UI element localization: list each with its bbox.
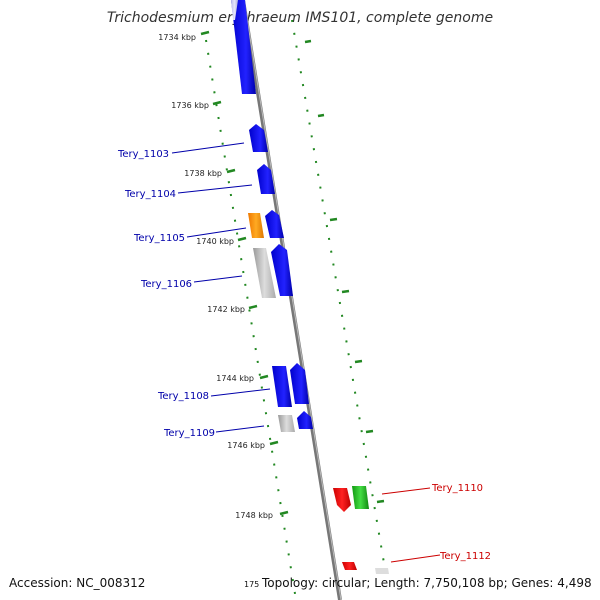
gene-feature-tery-1103[interactable] — [249, 124, 268, 152]
gene-label-tery-1105[interactable]: Tery_1105 — [133, 233, 185, 244]
gene-label-tery-1110[interactable]: Tery_1110 — [431, 483, 483, 494]
gene-feature-tery-1105[interactable] — [248, 210, 284, 238]
tick-label-1740: 1740 kbp — [196, 237, 234, 246]
tick-label-1736: 1736 kbp — [171, 101, 209, 110]
tick-label-1746: 1746 kbp — [227, 441, 265, 450]
tick-label-1742: 1742 kbp — [207, 305, 245, 314]
major-ticks — [200, 30, 385, 516]
accession-text: Accession: NC_008312 — [9, 576, 146, 590]
gene-feature-tery-1108[interactable] — [272, 363, 309, 407]
gene-label-tery-1109[interactable]: Tery_1109 — [163, 428, 215, 439]
gene-feature-tery-1106[interactable] — [253, 244, 293, 298]
cut-tick-label: 175 — [244, 580, 260, 589]
right-grid-track — [291, 19, 387, 576]
topology-text: Topology: circular; Length: 7,750,108 bp… — [262, 576, 592, 590]
tick-label-1748: 1748 kbp — [235, 511, 273, 520]
gene-feature-tery-1112[interactable] — [342, 562, 389, 574]
tick-label-1734: 1734 kbp — [158, 33, 196, 42]
gene-feature-top[interactable] — [231, 0, 256, 94]
gene-feature-tery-1109[interactable] — [278, 411, 313, 432]
genome-backbone — [241, 0, 342, 600]
gene-label-tery-1108[interactable]: Tery_1108 — [157, 391, 209, 402]
gene-label-tery-1112[interactable]: Tery_1112 — [439, 551, 491, 562]
gene-feature-tery-1104[interactable] — [257, 164, 275, 194]
map-title: Trichodesmium erythraeum IMS101, complet… — [107, 10, 493, 26]
gene-feature-tery-1110[interactable] — [333, 486, 369, 512]
gene-label-tery-1103[interactable]: Tery_1103 — [117, 149, 169, 160]
gene-label-tery-1104[interactable]: Tery_1104 — [124, 189, 176, 200]
gene-label-tery-1106[interactable]: Tery_1106 — [140, 279, 192, 290]
tick-label-1738: 1738 kbp — [184, 169, 222, 178]
tick-label-1744: 1744 kbp — [216, 374, 254, 383]
leader-lines — [171, 142, 441, 563]
